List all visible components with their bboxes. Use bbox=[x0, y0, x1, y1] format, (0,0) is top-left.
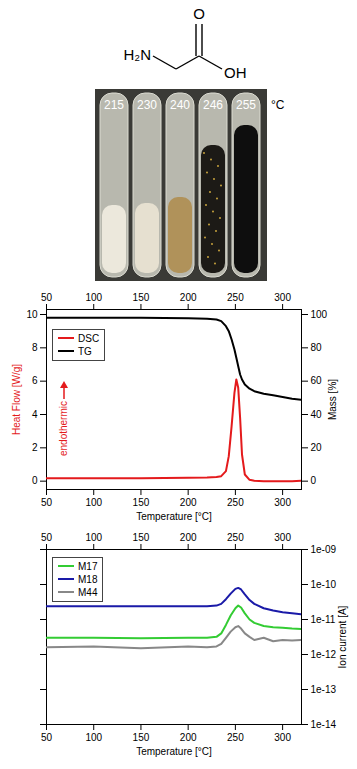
svg-text:40: 40 bbox=[311, 409, 323, 420]
svg-text:50: 50 bbox=[41, 292, 53, 303]
svg-text:100: 100 bbox=[311, 309, 328, 320]
svg-text:OH: OH bbox=[224, 64, 247, 81]
svg-text:O: O bbox=[193, 5, 205, 22]
svg-text:10: 10 bbox=[26, 309, 38, 320]
svg-text:100: 100 bbox=[85, 532, 102, 543]
svg-text:250: 250 bbox=[227, 497, 244, 508]
svg-text:100: 100 bbox=[85, 732, 102, 743]
svg-text:Temperature [°C]: Temperature [°C] bbox=[136, 746, 212, 757]
svg-text:230: 230 bbox=[137, 98, 157, 112]
svg-text:150: 150 bbox=[133, 292, 150, 303]
svg-text:4: 4 bbox=[32, 409, 38, 420]
svg-text:300: 300 bbox=[274, 497, 291, 508]
svg-text:246: 246 bbox=[203, 98, 223, 112]
svg-text:250: 250 bbox=[227, 732, 244, 743]
svg-text:60: 60 bbox=[311, 375, 323, 386]
svg-text:300: 300 bbox=[274, 532, 291, 543]
svg-text:200: 200 bbox=[180, 292, 197, 303]
svg-text:Heat Flow [W/g]: Heat Flow [W/g] bbox=[11, 364, 22, 435]
svg-text:100: 100 bbox=[85, 292, 102, 303]
svg-text:50: 50 bbox=[41, 497, 53, 508]
svg-text:6: 6 bbox=[32, 375, 38, 386]
svg-text:20: 20 bbox=[311, 442, 323, 453]
html-text:M44: M44 bbox=[78, 587, 98, 598]
svg-text:1e-13: 1e-13 bbox=[311, 684, 337, 695]
svg-text:1e-14: 1e-14 bbox=[311, 719, 337, 730]
svg-text:150: 150 bbox=[133, 532, 150, 543]
svg-text:0: 0 bbox=[32, 475, 38, 486]
html-text:endothermic: endothermic bbox=[58, 401, 69, 456]
svg-text:250: 250 bbox=[227, 292, 244, 303]
svg-text:0: 0 bbox=[311, 475, 317, 486]
svg-text:80: 80 bbox=[311, 342, 323, 353]
svg-text:H₂N: H₂N bbox=[124, 46, 152, 63]
svg-text:200: 200 bbox=[180, 532, 197, 543]
svg-text:1e-09: 1e-09 bbox=[311, 544, 337, 555]
svg-text:8: 8 bbox=[32, 342, 38, 353]
html-text:DSC: DSC bbox=[78, 333, 100, 344]
svg-text:300: 300 bbox=[274, 732, 291, 743]
svg-text:150: 150 bbox=[133, 497, 150, 508]
svg-text:250: 250 bbox=[227, 532, 244, 543]
svg-text:100: 100 bbox=[85, 497, 102, 508]
svg-text:150: 150 bbox=[133, 732, 150, 743]
svg-text:Ion current [A]: Ion current [A] bbox=[337, 605, 348, 668]
html-text:M17: M17 bbox=[78, 561, 98, 572]
svg-text:50: 50 bbox=[41, 732, 53, 743]
svg-text:Temperature [°C]: Temperature [°C] bbox=[136, 511, 212, 522]
svg-text:1e-10: 1e-10 bbox=[311, 579, 337, 590]
svg-text:Mass [%]: Mass [%] bbox=[327, 379, 338, 420]
svg-text:°C: °C bbox=[271, 98, 285, 112]
svg-text:1e-11: 1e-11 bbox=[311, 614, 336, 625]
svg-text:240: 240 bbox=[170, 98, 190, 112]
html-text:TG: TG bbox=[78, 346, 92, 357]
svg-text:50: 50 bbox=[41, 532, 53, 543]
svg-text:255: 255 bbox=[236, 98, 256, 112]
svg-text:300: 300 bbox=[274, 292, 291, 303]
html-text:M18: M18 bbox=[78, 574, 98, 585]
svg-text:1e-12: 1e-12 bbox=[311, 649, 337, 660]
svg-text:2: 2 bbox=[32, 442, 38, 453]
svg-text:215: 215 bbox=[104, 98, 124, 112]
svg-text:200: 200 bbox=[180, 497, 197, 508]
svg-text:200: 200 bbox=[180, 732, 197, 743]
